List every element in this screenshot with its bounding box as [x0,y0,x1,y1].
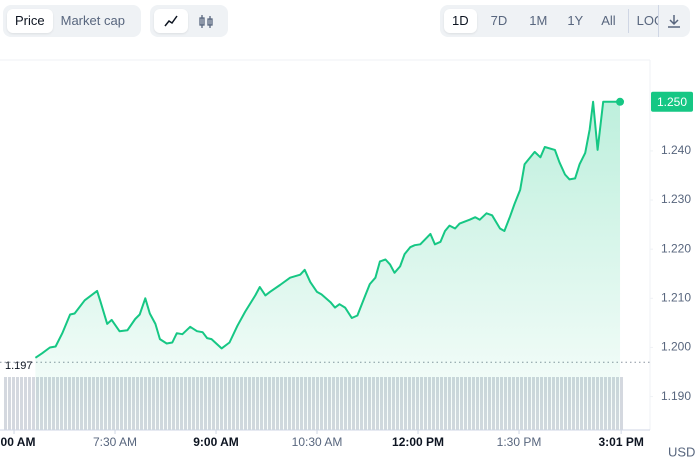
last-price-badge [651,91,693,112]
last-point [616,97,625,106]
line-icon [164,15,178,27]
download-group [658,5,690,37]
y-tick-label: 1.210 [661,290,691,304]
log-button[interactable]: LOG [627,9,672,33]
range-button[interactable]: All [601,13,616,28]
y-tick-label: 1.240 [661,143,691,157]
x-tick-label: 3:01 PM [598,435,643,449]
range-button[interactable]: 1M [529,13,548,28]
x-tick-label: 9:00 AM [193,435,239,449]
price-area [35,101,621,431]
price-line [34,100,620,359]
x-tick-label: 00 AM [1,435,36,449]
unit-label: USD [668,444,695,459]
tab-button[interactable]: Price [7,9,53,33]
range-button[interactable]: 1D [444,9,477,33]
chart-style-tabs [150,5,228,37]
reference-label: 1.197 [5,360,33,372]
x-tick-label: 7:30 AM [93,435,137,449]
y-tick-label: 1.230 [661,192,691,206]
x-tick-label: 10:30 AM [292,435,343,449]
range-button[interactable]: 7D [490,13,508,28]
type-tabs: Price Market cap [3,5,141,37]
range-button[interactable]: 1Y [567,13,584,28]
x-tick-label: 12:00 PM [392,435,444,449]
download-button[interactable] [663,9,685,33]
candle-style-button[interactable] [188,9,224,33]
last-price-label: 1.250 [657,95,687,109]
y-tick-label: 1.220 [661,241,691,255]
y-tick-label: 1.200 [661,340,691,354]
tab-button[interactable]: Market cap [60,13,125,28]
range-tabs: 1D 7D 1M 1Y All LOG [440,5,664,37]
candle-icon [199,15,213,28]
y-tick-label: 1.190 [661,389,691,403]
x-tick-label: 1:30 PM [497,435,542,449]
line-style-button[interactable] [154,9,188,33]
